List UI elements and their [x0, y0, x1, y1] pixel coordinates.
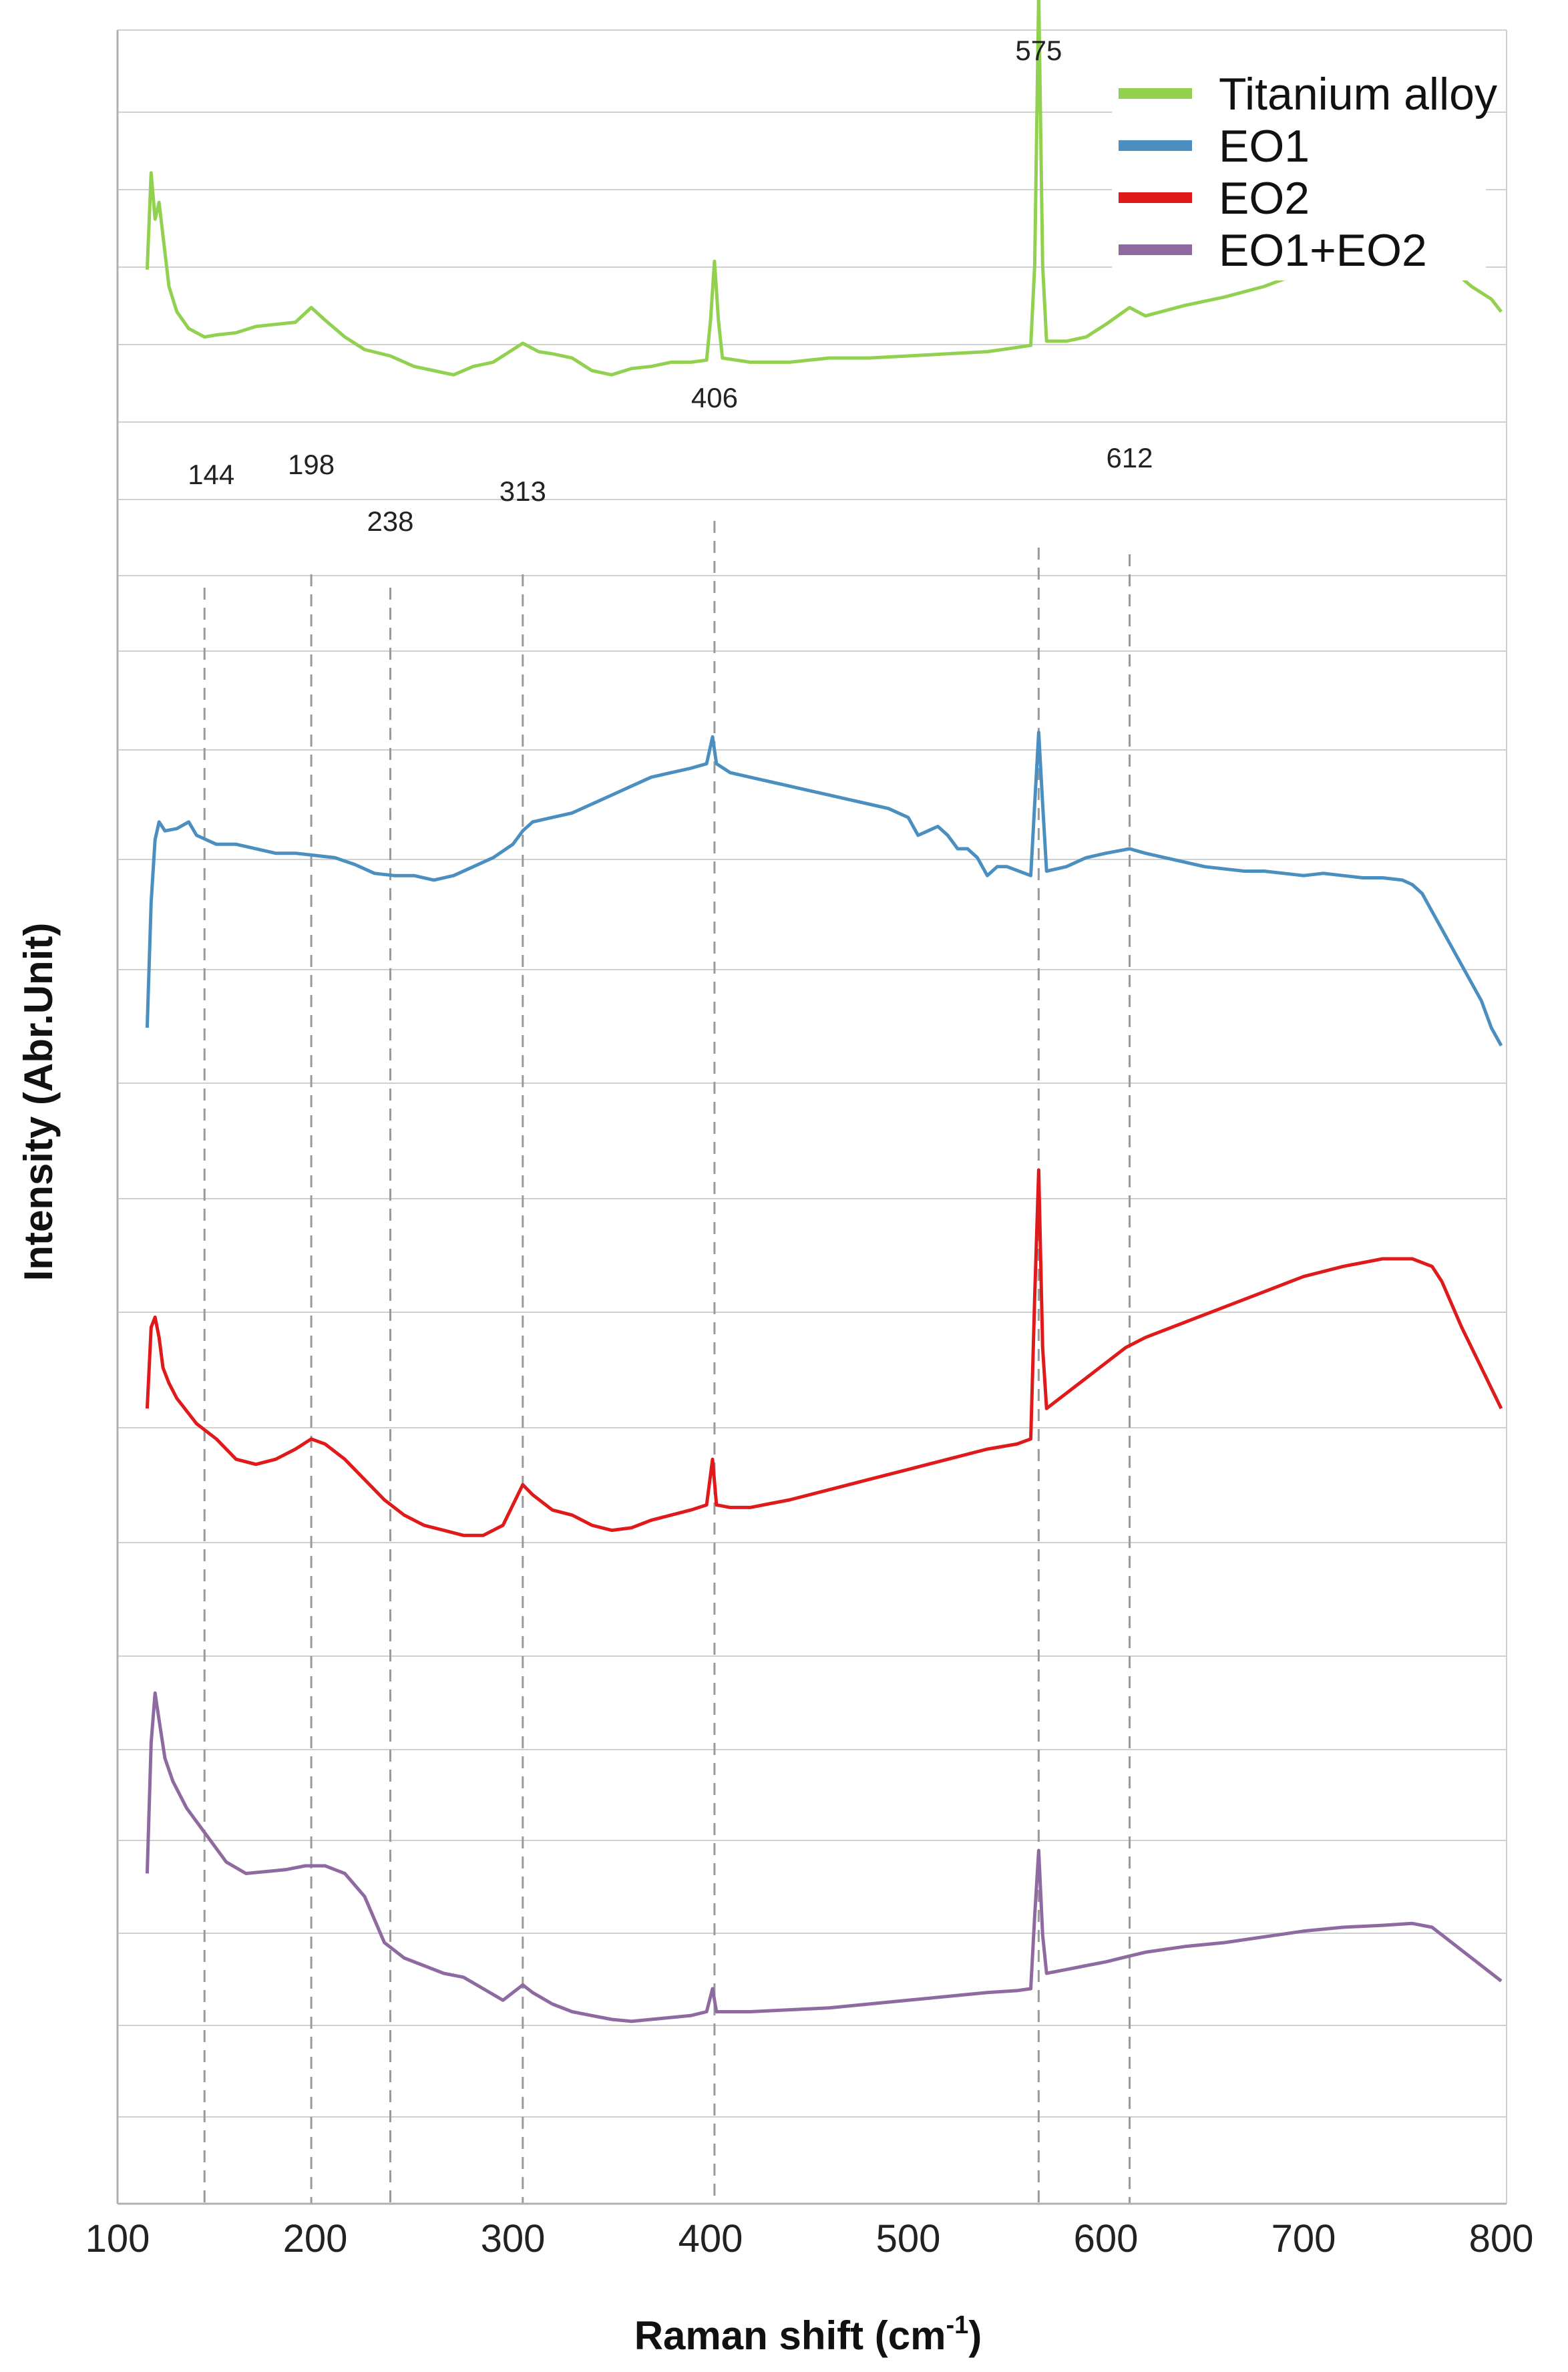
series-lines — [145, 0, 1503, 2023]
x-axis-title-superscript: -1 — [946, 2311, 968, 2339]
peak-label: 575 — [1015, 35, 1062, 66]
peak-label: 144 — [188, 459, 234, 490]
series-line — [145, 1168, 1503, 1537]
x-tick-label: 500 — [876, 2217, 941, 2260]
grid-lines — [118, 29, 1507, 2204]
x-tick-label: 100 — [85, 2217, 150, 2260]
x-axis-title: Raman shift (cm-1) — [634, 2311, 982, 2358]
x-tick-label: 400 — [678, 2217, 743, 2260]
axes — [116, 30, 1507, 2205]
x-tick-label: 200 — [283, 2217, 348, 2260]
peak-guide-lines — [203, 521, 1131, 2204]
legend-label: EO1+EO2 — [1219, 225, 1427, 276]
legend-label: Titanium alloy — [1219, 69, 1497, 120]
x-tick-label: 600 — [1074, 2217, 1139, 2260]
series-line — [145, 731, 1503, 1047]
peak-label: 198 — [288, 449, 335, 480]
legend-label: EO2 — [1219, 173, 1310, 224]
peak-label: 313 — [500, 475, 546, 507]
legend-label: EO1 — [1219, 121, 1310, 172]
series-line — [145, 0, 1503, 377]
y-axis-title: Intensity (Abr.Unit) — [16, 923, 61, 1281]
x-tick-label: 700 — [1271, 2217, 1336, 2260]
peak-label: 238 — [367, 506, 413, 537]
peak-label: 612 — [1106, 442, 1153, 473]
x-tick-labels: 100 200 300 400 500 600 700 800 — [85, 2217, 1534, 2260]
x-axis-title-close: ) — [968, 2313, 982, 2358]
peak-labels: 144 198 238 313 406 575 612 — [188, 35, 1153, 537]
peak-label: 406 — [691, 382, 738, 413]
x-tick-label: 300 — [481, 2217, 546, 2260]
x-tick-label: 800 — [1469, 2217, 1534, 2260]
series-line — [145, 1691, 1503, 2023]
